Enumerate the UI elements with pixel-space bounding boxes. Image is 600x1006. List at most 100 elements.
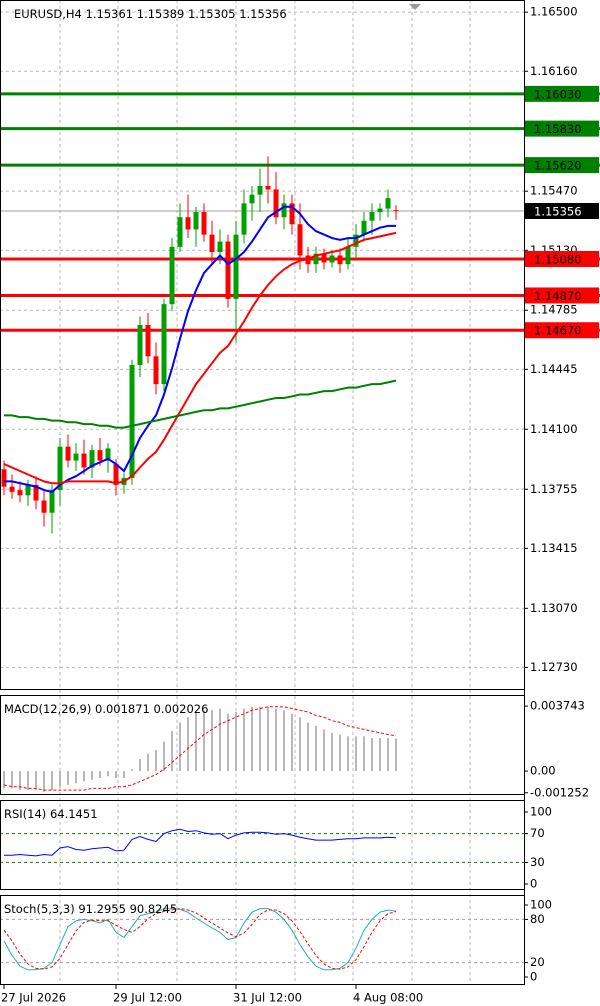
level-label-box bbox=[525, 157, 599, 174]
candle-body bbox=[81, 453, 87, 468]
candle-body bbox=[153, 356, 159, 385]
candle-body bbox=[177, 217, 183, 247]
candle-body bbox=[161, 304, 167, 385]
candle-body bbox=[9, 486, 15, 492]
header-value: 1.15305 bbox=[188, 7, 236, 21]
candle-body bbox=[297, 224, 303, 256]
y-tick-label: 80 bbox=[530, 912, 545, 926]
indicator-title: RSI(14) bbox=[4, 807, 46, 821]
panel-line bbox=[0, 908, 524, 971]
header-value: 0.002026 bbox=[154, 702, 209, 716]
candle-body bbox=[361, 220, 367, 235]
y-tick-label: 0 bbox=[530, 970, 537, 984]
candle-body bbox=[377, 208, 383, 213]
indicator-line bbox=[3, 908, 397, 971]
header-value: 1.15361 bbox=[86, 7, 134, 21]
y-tick-label: 0.00 bbox=[530, 764, 556, 778]
indicator-line bbox=[3, 908, 397, 970]
candle-body bbox=[273, 189, 279, 218]
y-tick-label: 1.13755 bbox=[530, 482, 578, 496]
price-label: 1.15356 bbox=[534, 204, 582, 218]
moving-average bbox=[3, 231, 397, 485]
macd-signal bbox=[3, 706, 397, 791]
candle-body bbox=[369, 212, 375, 221]
x-tick-label: 27 Jul 2026 bbox=[1, 991, 66, 1005]
moving-average bbox=[4, 379, 397, 429]
y-tick-label: 1.14785 bbox=[530, 303, 578, 317]
moving-average bbox=[4, 205, 396, 493]
level-label: 1.15620 bbox=[534, 159, 582, 173]
level-label: 1.15830 bbox=[534, 122, 582, 136]
y-tick-label: 1.12730 bbox=[530, 660, 578, 674]
candle-body bbox=[185, 217, 191, 230]
header-value: 64.1451 bbox=[50, 807, 98, 821]
level-label-box bbox=[525, 120, 599, 137]
candle-body bbox=[385, 198, 391, 209]
panel-macd bbox=[3, 706, 397, 792]
level-label-box bbox=[525, 250, 599, 267]
candle-body bbox=[193, 212, 199, 230]
indicator-title: Stoch(5,3,3) bbox=[4, 902, 75, 916]
candle-body bbox=[33, 484, 39, 501]
y-tick-label: 0.003743 bbox=[530, 699, 585, 713]
candle-body bbox=[137, 325, 143, 365]
candle-body bbox=[337, 255, 343, 265]
panel-header: MACD(12,26,9) 0.001871 0.002026 bbox=[4, 702, 208, 716]
panel-header: RSI(14) 64.1451 bbox=[4, 807, 98, 821]
candle-body bbox=[257, 185, 263, 195]
candle-body bbox=[313, 253, 319, 265]
y-tick-label: 20 bbox=[530, 955, 545, 969]
candle-body bbox=[105, 448, 111, 461]
candle-body bbox=[1, 469, 7, 487]
panel-candlestick bbox=[0, 92, 600, 534]
y-tick-label: 0 bbox=[530, 877, 537, 891]
y-tick-label: 30 bbox=[530, 855, 545, 869]
candle-body bbox=[97, 450, 103, 461]
candle-body bbox=[345, 246, 351, 265]
level-label-box bbox=[525, 85, 599, 102]
level-label: 1.14670 bbox=[534, 324, 582, 338]
y-tick-label: 1.16500 bbox=[530, 5, 578, 19]
x-tick-label: 29 Jul 12:00 bbox=[113, 991, 182, 1005]
level-label: 1.16030 bbox=[534, 87, 582, 101]
level-label-box bbox=[525, 322, 599, 339]
candle-body bbox=[329, 255, 335, 263]
y-tick-label: 70 bbox=[530, 826, 545, 840]
y-tick-label: 1.14100 bbox=[530, 422, 578, 436]
indicator-line bbox=[4, 828, 397, 857]
candle-body bbox=[241, 203, 247, 235]
candle-body bbox=[57, 446, 63, 491]
header-value: 1.15356 bbox=[239, 7, 287, 21]
level-label: 1.14870 bbox=[534, 289, 582, 303]
panel-header: EURUSD,H4 1.15361 1.15389 1.15305 1.1535… bbox=[14, 7, 287, 21]
candle-body bbox=[289, 203, 295, 225]
candle-body bbox=[249, 194, 255, 204]
y-tick-label: 1.15470 bbox=[530, 184, 578, 198]
candle-body bbox=[281, 203, 287, 218]
candle-body bbox=[169, 246, 175, 305]
indicator-title: MACD(12,26,9) bbox=[4, 702, 91, 716]
candle-body bbox=[17, 490, 23, 496]
y-tick-label: 1.16160 bbox=[530, 64, 578, 78]
candle-body bbox=[353, 234, 359, 247]
panel-line bbox=[0, 828, 524, 863]
candle-body bbox=[73, 453, 79, 461]
candle-body bbox=[393, 210, 399, 212]
indicator-title: EURUSD,H4 bbox=[14, 7, 82, 21]
header-value: 90.8245 bbox=[130, 902, 178, 916]
candle-body bbox=[89, 450, 95, 468]
candle-body bbox=[65, 446, 71, 461]
header-value: 0.001871 bbox=[95, 702, 150, 716]
candle-body bbox=[225, 241, 231, 299]
candle-body bbox=[321, 253, 327, 263]
x-tick-label: 31 Jul 12:00 bbox=[233, 991, 302, 1005]
y-tick-label: 1.14445 bbox=[530, 362, 578, 376]
y-tick-label: 100 bbox=[530, 898, 552, 912]
x-tick-label: 4 Aug 08:00 bbox=[353, 991, 423, 1005]
header-value: 91.2955 bbox=[78, 902, 126, 916]
candle-body bbox=[233, 234, 239, 299]
candle-body bbox=[49, 490, 55, 513]
price-label-box bbox=[525, 202, 599, 219]
